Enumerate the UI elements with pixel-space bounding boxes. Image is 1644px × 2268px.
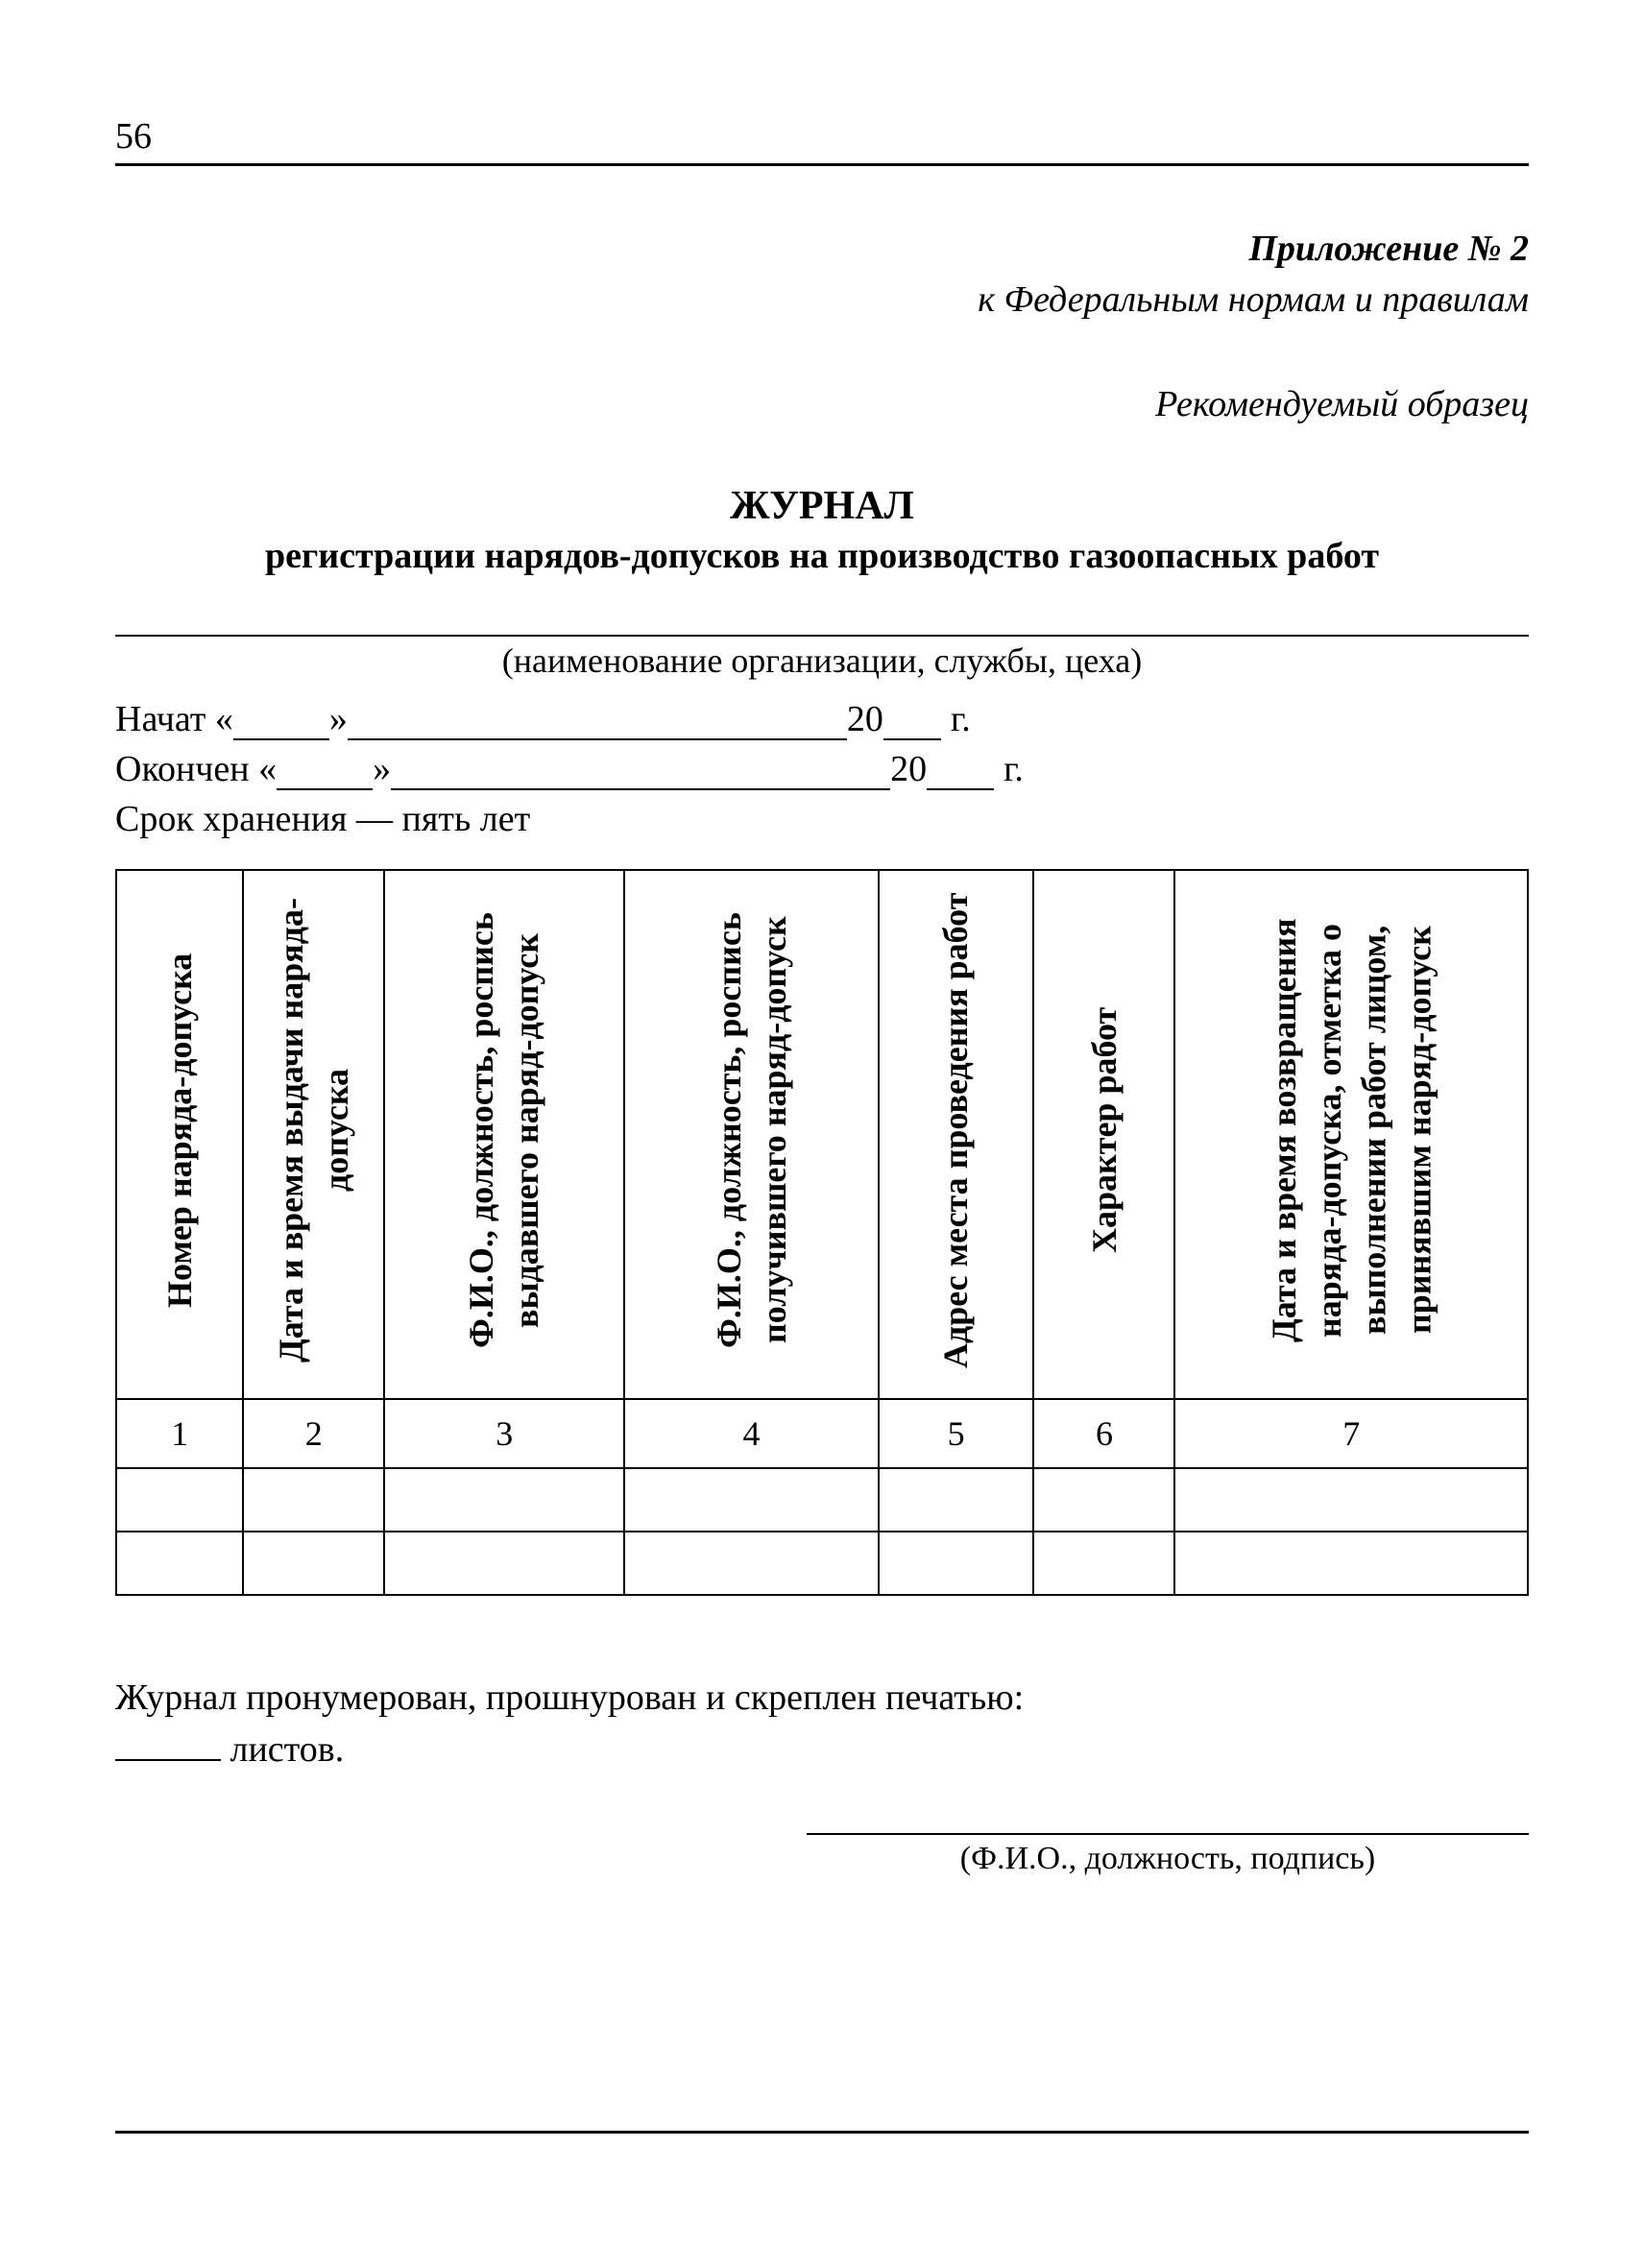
start-month-blank[interactable]: [348, 704, 847, 740]
table-cell[interactable]: [243, 1532, 384, 1595]
signature-block: (Ф.И.О., должность, подпись): [807, 1833, 1529, 1877]
start-year-suffix: г.: [941, 698, 971, 740]
footer-note-suffix: листов.: [221, 1729, 344, 1770]
title-block: ЖУРНАЛ регистрации нарядов-допусков на п…: [115, 483, 1529, 577]
header-block: Приложение № 2 к Федеральным нормам и пр…: [115, 224, 1529, 326]
table-number-row: 1 2 3 4 5 6 7: [116, 1399, 1528, 1468]
table-cell[interactable]: [384, 1468, 624, 1532]
table-header-row: Номер наряда-допуска Дата и время выдачи…: [116, 870, 1528, 1399]
col-num-2: 2: [243, 1399, 384, 1468]
org-caption: (наименование организации, службы, цеха): [115, 640, 1529, 681]
sample-label: Рекомендуемый образец: [115, 383, 1529, 425]
table-cell[interactable]: [879, 1468, 1034, 1532]
start-mid: »: [329, 698, 348, 740]
start-year-blank[interactable]: [883, 704, 941, 740]
table-cell[interactable]: [116, 1468, 243, 1532]
signature-line[interactable]: [807, 1833, 1529, 1835]
footer-note-text: Журнал пронумерован, прошнурован и скреп…: [115, 1677, 1024, 1718]
start-day-blank[interactable]: [233, 704, 329, 740]
table-cell[interactable]: [1033, 1532, 1174, 1595]
col-header-4: Ф.И.О., должность, роспись получившего н…: [624, 870, 879, 1399]
table-row: [116, 1532, 1528, 1595]
col-num-1: 1: [116, 1399, 243, 1468]
end-year-blank[interactable]: [927, 754, 994, 790]
form-block: (наименование организации, службы, цеха)…: [115, 635, 1529, 840]
col-header-6: Характер работ: [1033, 870, 1174, 1399]
table-row: [116, 1468, 1528, 1532]
end-label: Окончен «: [115, 748, 277, 790]
title-sub: регистрации нарядов-допусков на производ…: [115, 535, 1529, 577]
end-year-prefix: 20: [890, 748, 927, 790]
register-table: Номер наряда-допуска Дата и время выдачи…: [115, 869, 1529, 1596]
table-cell[interactable]: [1174, 1468, 1528, 1532]
table-cell[interactable]: [1033, 1468, 1174, 1532]
bottom-rule: [115, 2131, 1529, 2134]
start-label: Начат «: [115, 698, 233, 740]
col-num-5: 5: [879, 1399, 1034, 1468]
table-cell[interactable]: [1174, 1532, 1528, 1595]
col-num-3: 3: [384, 1399, 624, 1468]
end-mid: »: [373, 748, 391, 790]
table-wrap: Номер наряда-допуска Дата и время выдачи…: [115, 869, 1529, 1596]
col-header-3: Ф.И.О., должность, роспись выдавшего нар…: [384, 870, 624, 1399]
signature-caption: (Ф.И.О., должность, подпись): [807, 1841, 1529, 1877]
title-main: ЖУРНАЛ: [115, 483, 1529, 529]
page-number: 56: [115, 115, 1529, 166]
col-num-4: 4: [624, 1399, 879, 1468]
sheets-count-blank[interactable]: [115, 1730, 221, 1761]
org-underline: [115, 635, 1529, 637]
col-header-5: Адрес места проведения работ: [879, 870, 1034, 1399]
end-day-blank[interactable]: [277, 754, 373, 790]
page: 56 Приложение № 2 к Федеральным нормам и…: [0, 0, 1644, 2268]
appendix-title: Приложение № 2: [115, 224, 1529, 275]
start-year-prefix: 20: [847, 698, 883, 740]
table-cell[interactable]: [116, 1532, 243, 1595]
end-date-line: Окончен « » 20 г.: [115, 748, 1529, 790]
table-cell[interactable]: [624, 1468, 879, 1532]
table-cell[interactable]: [624, 1532, 879, 1595]
col-num-7: 7: [1174, 1399, 1528, 1468]
col-header-1: Номер наряда-допуска: [116, 870, 243, 1399]
col-header-7: Дата и время возвращения наряда-допуска,…: [1174, 870, 1528, 1399]
table-cell[interactable]: [879, 1532, 1034, 1595]
footer-note: Журнал пронумерован, прошнурован и скреп…: [115, 1673, 1529, 1774]
start-date-line: Начат « » 20 г.: [115, 698, 1529, 740]
col-num-6: 6: [1033, 1399, 1174, 1468]
table-cell[interactable]: [243, 1468, 384, 1532]
end-month-blank[interactable]: [391, 754, 890, 790]
table-cell[interactable]: [384, 1532, 624, 1595]
col-header-2: Дата и время выдачи наряда-допуска: [243, 870, 384, 1399]
end-year-suffix: г.: [994, 748, 1024, 790]
storage-term: Срок хранения — пять лет: [115, 798, 1529, 840]
appendix-subtitle: к Федеральным нормам и правилам: [115, 275, 1529, 326]
